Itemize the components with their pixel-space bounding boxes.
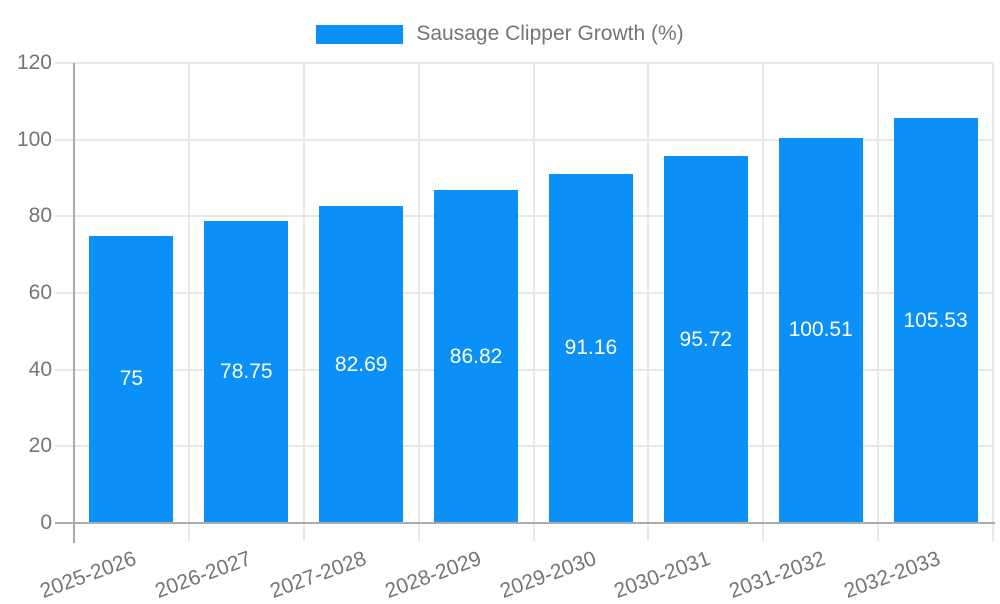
v-gridline <box>532 63 535 541</box>
v-gridline <box>302 63 305 541</box>
legend-swatch <box>316 24 404 44</box>
x-axis-tick-label: 2025-2026 <box>37 547 140 603</box>
v-gridline <box>417 63 420 541</box>
bar-value-label: 86.82 <box>449 344 503 368</box>
h-gridline <box>55 62 993 64</box>
bar-value-label: 78.75 <box>220 360 273 384</box>
x-axis-line <box>55 522 995 524</box>
bar[interactable]: 91.16 <box>548 173 633 523</box>
y-axis-line <box>73 63 75 543</box>
x-axis-tick-label: 2032-2033 <box>841 547 944 603</box>
plot-area: 0 20 40 60 80 100 120 75 78.75 82.69 86.82 91.16 95.… <box>17 51 995 603</box>
v-gridline <box>992 63 994 541</box>
x-axis-tick-label: 2029-2030 <box>496 547 599 603</box>
y-axis-tick-label: 80 <box>28 204 52 228</box>
h-gridline <box>55 368 993 371</box>
bar-value-label: 100.51 <box>788 318 853 342</box>
bar[interactable]: 78.75 <box>204 221 289 523</box>
bar[interactable]: 95.72 <box>663 156 748 523</box>
x-axis-tick-label: 2031-2032 <box>726 547 829 603</box>
x-axis-tick-label: 2026-2027 <box>151 547 255 603</box>
bar-value-label: 75 <box>119 367 144 391</box>
y-axis-tick-label: 60 <box>28 281 52 304</box>
h-gridline <box>55 292 993 294</box>
bar-value-label: 82.69 <box>334 352 388 376</box>
bar[interactable]: 100.51 <box>778 137 863 523</box>
bar-value-label: 91.16 <box>564 336 618 360</box>
y-axis-tick-label: 20 <box>28 434 52 458</box>
x-axis-tick-label: 2028-2029 <box>381 547 484 603</box>
y-axis-tick-label: 40 <box>28 357 52 381</box>
y-axis-tick-label: 0 <box>40 511 52 534</box>
v-gridline <box>647 63 650 541</box>
v-gridline <box>877 63 880 541</box>
bar[interactable]: 105.53 <box>893 118 978 523</box>
h-gridline <box>55 215 993 218</box>
v-gridline <box>762 63 765 541</box>
bar-value-label: 95.72 <box>679 327 733 351</box>
bar[interactable]: 86.82 <box>434 190 519 523</box>
bar[interactable]: 75 <box>89 235 174 523</box>
v-gridline <box>187 63 190 541</box>
y-axis-tick-label: 120 <box>16 51 52 74</box>
legend-label: Sausage Clipper Growth (%) <box>416 22 684 45</box>
h-gridline <box>55 445 993 448</box>
bar[interactable]: 82.69 <box>319 206 404 523</box>
legend[interactable]: Sausage Clipper Growth (%) <box>0 22 1000 45</box>
x-axis-tick-label: 2030-2031 <box>611 547 714 603</box>
y-axis-tick-label: 100 <box>16 127 52 151</box>
x-axis-tick-label: 2027-2028 <box>266 547 370 603</box>
bar-value-label: 105.53 <box>903 308 968 332</box>
h-gridline <box>55 138 993 141</box>
